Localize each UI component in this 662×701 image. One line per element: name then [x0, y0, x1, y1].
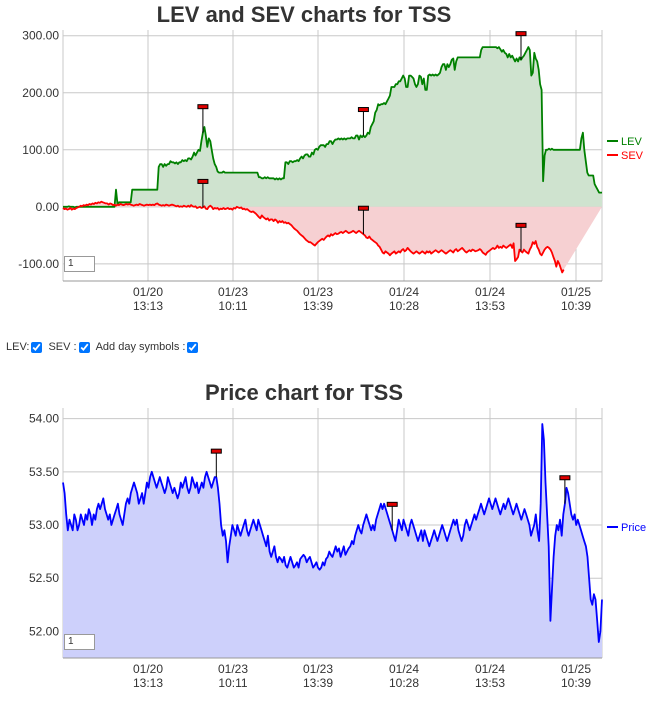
- y-tick-label: 0.00: [36, 200, 60, 214]
- day-symbols-label: Add day symbols :: [95, 341, 186, 353]
- lev-toggle-label: LEV:: [6, 341, 30, 353]
- series-lev-area: [63, 47, 602, 208]
- x-tick-time: 10:39: [561, 299, 591, 313]
- y-tick-label: 200.00: [22, 86, 59, 100]
- x-tick-time: 10:28: [389, 299, 419, 313]
- day-marker: [357, 107, 369, 136]
- day-marker: [515, 222, 527, 252]
- series-price-area: [63, 424, 602, 658]
- x-tick-date: 01/25: [561, 285, 591, 299]
- x-tick-date: 01/24: [389, 285, 419, 299]
- zoom-input[interactable]: 1: [64, 256, 95, 272]
- day-symbols-checkbox[interactable]: [187, 341, 199, 353]
- x-tick-time: 10:39: [561, 676, 591, 690]
- legend-sev-label: SEV: [621, 150, 644, 162]
- x-tick-date: 01/23: [218, 285, 248, 299]
- series-sev-line: [62, 200, 565, 274]
- x-tick-time: 13:53: [475, 676, 505, 690]
- y-tick-label: 53.00: [29, 518, 59, 532]
- lev-checkbox[interactable]: [31, 341, 43, 353]
- x-tick-time: 13:13: [133, 299, 163, 313]
- x-tick-date: 01/24: [475, 662, 505, 676]
- y-tick-label: 100.00: [22, 143, 59, 157]
- legend: Price: [607, 522, 646, 534]
- series-sev-area: [63, 201, 602, 273]
- day-symbols-toggle[interactable]: Add day symbols :: [96, 341, 199, 353]
- price-chart: Price chart for TSS 54.00 53.50 53.00 52.50…: [29, 380, 646, 690]
- day-marker: [386, 501, 398, 531]
- lev-sev-chart: LEV and SEV charts for TSS 300.00 200.00 1…: [18, 2, 644, 313]
- day-marker: [197, 178, 209, 208]
- series-lev-line: [63, 46, 602, 209]
- sev-checkbox[interactable]: [78, 341, 90, 353]
- y-tick-label: 300.00: [22, 29, 59, 43]
- chart-title: LEV and SEV charts for TSS: [157, 2, 452, 27]
- day-marker: [197, 104, 209, 133]
- zoom-input[interactable]: 1: [64, 634, 95, 650]
- day-marker: [357, 205, 369, 235]
- y-tick-label: 52.50: [29, 571, 59, 585]
- x-tick-date: 01/24: [475, 285, 505, 299]
- y-tick-label: -100.00: [18, 257, 59, 271]
- lev-toggle[interactable]: LEV:: [6, 341, 43, 353]
- y-tick-label: 52.00: [29, 624, 59, 638]
- day-marker: [559, 475, 571, 504]
- y-tick-label: 54.00: [29, 412, 59, 426]
- x-tick-time: 10:28: [389, 676, 419, 690]
- x-tick-date: 01/24: [389, 662, 419, 676]
- x-tick-date: 01/20: [133, 285, 163, 299]
- x-tick-time: 13:39: [303, 299, 333, 313]
- x-tick-time: 10:11: [218, 676, 247, 690]
- chart-title: Price chart for TSS: [205, 380, 403, 405]
- x-tick-date: 01/23: [303, 662, 333, 676]
- x-tick-date: 01/25: [561, 662, 591, 676]
- day-marker: [515, 31, 527, 60]
- x-tick-time: 13:13: [133, 676, 163, 690]
- day-marker: [210, 448, 222, 478]
- legend-lev-label: LEV: [621, 136, 642, 148]
- x-tick-time: 10:11: [218, 299, 247, 313]
- legend: LEV SEV: [607, 136, 644, 162]
- y-tick-label: 53.50: [29, 465, 59, 479]
- x-tick-time: 13:39: [303, 676, 333, 690]
- x-tick-date: 01/20: [133, 662, 163, 676]
- sev-toggle[interactable]: SEV :: [48, 341, 90, 353]
- series-price-line: [62, 423, 603, 643]
- chart-controls: LEV: SEV : Add day symbols :: [6, 341, 202, 353]
- x-tick-date: 01/23: [218, 662, 248, 676]
- sev-toggle-label: SEV :: [48, 341, 77, 353]
- x-tick-date: 01/23: [303, 285, 333, 299]
- legend-price-label: Price: [621, 522, 646, 534]
- x-tick-time: 13:53: [475, 299, 505, 313]
